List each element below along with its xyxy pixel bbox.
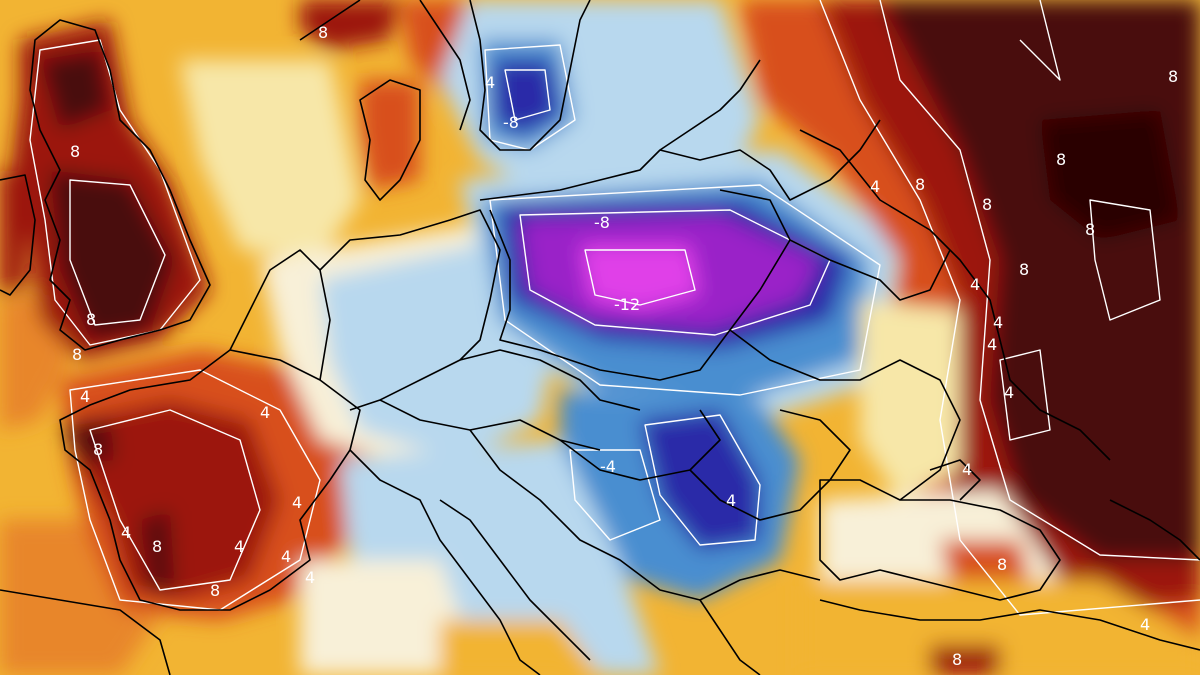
field-east-vhot-spot xyxy=(1040,110,1180,240)
label-russia-a: 8 xyxy=(1168,67,1178,86)
isoline-poland-4 xyxy=(489,184,881,396)
field-turkey-hot2 xyxy=(930,645,1000,675)
label-uk-north: 8 xyxy=(70,142,80,161)
coast-aegean xyxy=(699,599,761,675)
coast-iberia xyxy=(0,589,171,675)
field-northsea-neutral xyxy=(180,60,360,260)
coast-norway xyxy=(299,0,361,41)
field-turkey-hot xyxy=(940,540,1030,580)
border-benelux xyxy=(229,249,331,381)
coast-crimea xyxy=(929,459,981,501)
isoline-france-inner xyxy=(89,409,261,591)
isoline-poland-12 xyxy=(584,249,696,306)
field-france-hot xyxy=(70,400,280,600)
label-blacksea-a: 4 xyxy=(962,460,972,479)
isoline-east-2 xyxy=(819,0,1200,616)
coast-denmark xyxy=(359,79,421,201)
field-uk-north xyxy=(40,50,110,130)
field-ukraine-mild xyxy=(860,300,960,500)
border-czech xyxy=(459,349,641,411)
label-russia-e: 8 xyxy=(982,195,992,214)
label-uk-south-b: 8 xyxy=(72,345,82,364)
label-france-e: 8 xyxy=(152,537,162,556)
border-romania xyxy=(689,409,851,521)
field-sweden-vcold xyxy=(495,60,560,135)
label-turkey-a: 8 xyxy=(952,650,962,669)
border-austria xyxy=(379,399,601,451)
field-ireland xyxy=(0,170,30,295)
label-france-g: 4 xyxy=(234,537,244,556)
coast-blacksea xyxy=(819,479,1061,601)
label-france-d: 4 xyxy=(292,493,302,512)
coast-adriatic xyxy=(439,499,591,661)
field-turkey-warm xyxy=(800,580,1200,675)
border-balkans xyxy=(469,429,821,601)
coast-italy xyxy=(349,449,541,675)
label-france-c: 8 xyxy=(93,440,103,459)
coast-baltic xyxy=(479,59,761,201)
border-russia-east xyxy=(799,129,1111,461)
field-france-vhot2 xyxy=(140,510,175,595)
coast-ireland xyxy=(0,174,36,296)
label-russia-f: 8 xyxy=(1019,260,1029,279)
label-blacksea-b: 8 xyxy=(997,555,1007,574)
coast-norway2 xyxy=(419,0,471,131)
label-sweden-cold-a: 4 xyxy=(485,73,495,92)
border-hungary xyxy=(559,409,721,481)
isoline-east-4 xyxy=(1089,199,1161,321)
label-norway-north: 8 xyxy=(318,23,328,42)
label-uk-south-a: 8 xyxy=(86,310,96,329)
coast-turkey xyxy=(819,599,1200,651)
isoline-france xyxy=(69,369,321,611)
isoline-carpathian xyxy=(644,414,761,546)
isoline-sweden-inner xyxy=(504,69,551,121)
label-sweden-cold-b: -8 xyxy=(503,113,519,132)
border-germany xyxy=(319,209,501,411)
label-russia-k: 8 xyxy=(1085,220,1095,239)
field-south-warm xyxy=(440,620,600,675)
coast-uk xyxy=(29,19,211,351)
label-france-f: 4 xyxy=(121,523,131,542)
label-russia-h: 4 xyxy=(993,313,1003,332)
label-poland-a: -8 xyxy=(594,213,610,232)
isoline-east-5 xyxy=(999,349,1051,441)
label-russia-j: 4 xyxy=(1004,383,1014,402)
isoline-poland-8 xyxy=(519,209,831,336)
label-france-b: 4 xyxy=(260,403,270,422)
field-poland-peak xyxy=(580,245,700,310)
label-balkans-b: 4 xyxy=(726,491,736,510)
isoline-sweden xyxy=(484,44,576,151)
isoline-uk-inner xyxy=(69,179,166,326)
coast-sweden xyxy=(469,0,591,151)
label-russia-i: 4 xyxy=(987,335,997,354)
label-russia-c: 4 xyxy=(870,177,880,196)
label-france-h: 8 xyxy=(210,581,220,600)
coast-caspian xyxy=(1109,499,1200,561)
label-russia-b: 8 xyxy=(1056,150,1066,169)
field-denmark xyxy=(360,80,420,190)
field-italy-neutral xyxy=(300,560,480,675)
label-russia-d: 8 xyxy=(915,175,925,194)
border-ukraine xyxy=(729,329,961,501)
label-turkey-b: 4 xyxy=(1140,615,1150,634)
label-alps-a: 4 xyxy=(305,568,315,587)
border-baltics xyxy=(659,119,881,201)
isoline-balkan xyxy=(569,449,661,541)
contour-labels: 8 8 8 8 4 -8 -8 -12 4 4 8 4 8 4 4 8 4 4 … xyxy=(70,23,1178,669)
isoline-east xyxy=(879,0,1200,561)
isoline-east-3 xyxy=(1019,0,1061,81)
border-belarus xyxy=(789,239,951,301)
coast-france xyxy=(59,349,361,611)
label-balkans-a: -4 xyxy=(600,457,616,476)
label-france-i: 4 xyxy=(281,547,291,566)
field-norway-hot xyxy=(300,0,400,50)
label-russia-g: 4 xyxy=(970,275,980,294)
label-france-a: 4 xyxy=(80,387,90,406)
label-poland-b: -12 xyxy=(614,295,640,314)
